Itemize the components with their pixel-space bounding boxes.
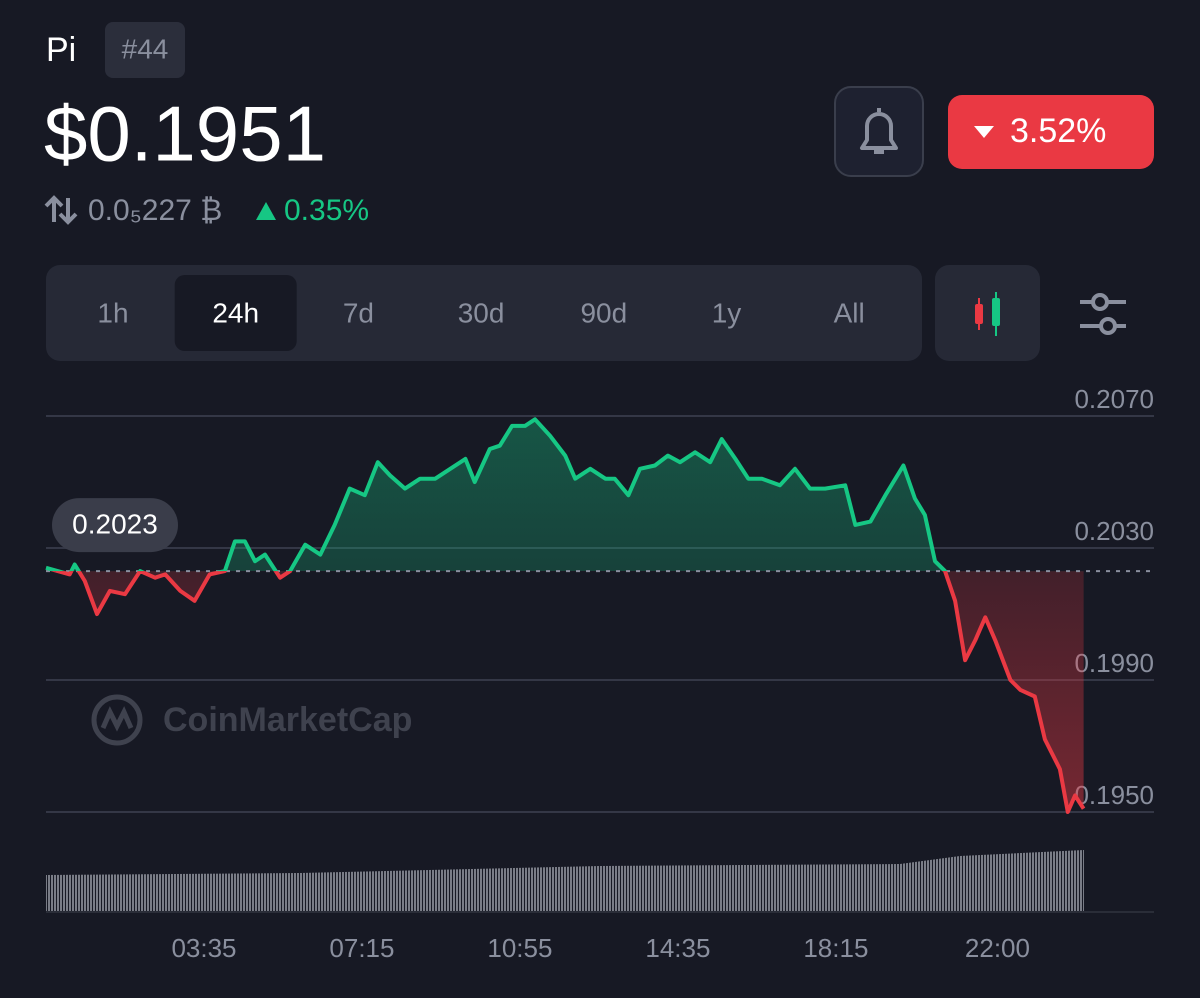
y-tick-label: 0.1990 <box>1074 648 1154 678</box>
price: $0.1951 <box>44 90 326 178</box>
candle-button[interactable] <box>935 265 1040 361</box>
x-tick-label: 22:00 <box>965 933 1030 963</box>
y-tick-label: 0.2030 <box>1074 516 1154 546</box>
area-down <box>46 571 1084 812</box>
change-badge <box>948 95 1154 169</box>
coin-name: Pi <box>46 31 76 69</box>
y-tick-label: 0.2070 <box>1074 384 1154 414</box>
volume-bars <box>46 850 1084 912</box>
baseline-label: 0.2023 <box>72 508 158 539</box>
change: 3.52% <box>1010 112 1106 150</box>
down-arrow <box>974 126 994 138</box>
swap-icon <box>44 195 78 225</box>
price-line-up <box>45 417 948 572</box>
alert-button[interactable] <box>834 86 924 177</box>
alert-button-bg[interactable] <box>834 86 924 177</box>
btc-change: 0.35% <box>284 194 369 227</box>
x-tick-label: 18:15 <box>803 933 868 963</box>
x-tick-label: 07:15 <box>329 933 394 963</box>
x-tick-label: 14:35 <box>645 933 710 963</box>
tab[interactable]: 24h <box>212 297 259 328</box>
x-tick-label: 03:35 <box>171 933 236 963</box>
price-chart: 0.2070 0.2030 0.1990 0.1950 03:35 07:15 10:55 1… <box>45 384 1154 963</box>
tab[interactable]: All <box>834 297 865 328</box>
watermark-text: CoinMarketCap <box>163 701 412 739</box>
tab[interactable]: 1y <box>712 297 742 328</box>
watermark: CoinMarketCap <box>91 694 412 746</box>
tab[interactable]: 90d <box>580 297 627 328</box>
rank-badge <box>105 22 185 78</box>
baseline-pill <box>52 498 178 553</box>
tabs: 1h 24h 7d 30d 90d 1y All <box>97 275 865 351</box>
tab[interactable]: 7d <box>343 297 374 328</box>
tab[interactable]: 1h <box>97 297 128 328</box>
candle-button-bg[interactable] <box>935 265 1040 361</box>
btc-price: 0.0₅227 ₿ <box>88 194 222 227</box>
area-up <box>46 419 945 572</box>
tab[interactable]: 30d <box>458 297 505 328</box>
x-tick-label: 10:55 <box>487 933 552 963</box>
rank: #44 <box>122 33 169 64</box>
tab-active-bg[interactable] <box>174 275 297 351</box>
y-tick-label: 0.1950 <box>1074 780 1154 810</box>
settings-button[interactable] <box>1080 293 1126 335</box>
bell-icon[interactable] <box>860 108 898 154</box>
up-arrow <box>256 202 276 220</box>
